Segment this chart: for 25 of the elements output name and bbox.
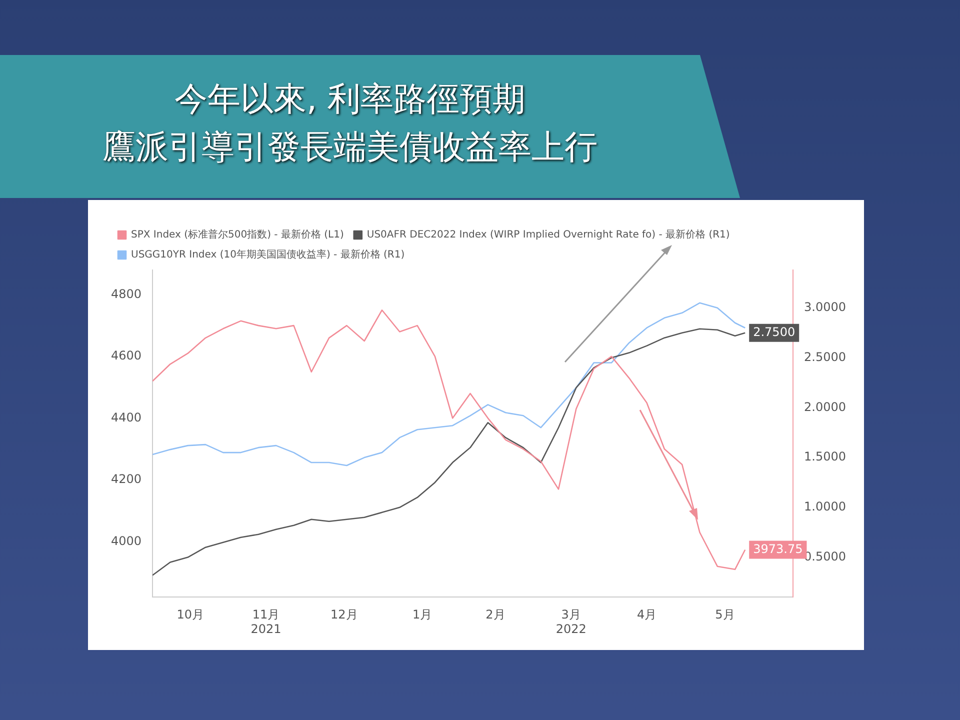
y2-tick-label: 1.5000 bbox=[804, 450, 846, 464]
data-label: 3973.75 bbox=[753, 542, 803, 556]
y2-tick-label: 1.0000 bbox=[804, 500, 846, 514]
x-tick-label: 12月 bbox=[330, 608, 358, 622]
x-tick-label: 5月 bbox=[715, 608, 735, 622]
data-label: 2.7500 bbox=[753, 324, 796, 339]
chart-subtitle: 鷹派引導引發長端美債收益率上行 bbox=[102, 126, 598, 168]
y2-tick-label: 3.0000 bbox=[804, 300, 846, 314]
x-tick-label: 4月 bbox=[636, 608, 657, 622]
y-tick-label: 4400 bbox=[110, 410, 142, 424]
x-tick-label: 1月 bbox=[412, 608, 432, 622]
legend-label: US0AFR DEC2022 Index (WIRP Implied Overnight Rate fo) - 最新价格 (R1) bbox=[366, 228, 730, 241]
x-tick-label: 10月 bbox=[176, 608, 204, 622]
y-tick-label: 4800 bbox=[110, 286, 142, 301]
legend-label: SPX Index (标准普尔500指数) - 最新价格 (L1) bbox=[131, 228, 344, 241]
x-tick-label: 3月 2022 bbox=[556, 608, 586, 636]
y-tick-label: 4200 bbox=[110, 472, 142, 486]
y-tick-label: 4000 bbox=[110, 534, 142, 548]
y-tick-label: 4600 bbox=[110, 348, 142, 363]
y2-tick-label: 2.0000 bbox=[804, 400, 846, 414]
x-tick-label: 11月 2021 bbox=[250, 608, 282, 636]
legend-label: USGG10YR Index (10年期美国国债收益率) - 最新价格 (R1) bbox=[131, 248, 405, 261]
chart-title: 今年以來, 利率路徑預期 bbox=[174, 78, 526, 120]
y2-tick-label: 2.5000 bbox=[804, 350, 846, 364]
x-tick-label: 2月 bbox=[486, 608, 506, 622]
